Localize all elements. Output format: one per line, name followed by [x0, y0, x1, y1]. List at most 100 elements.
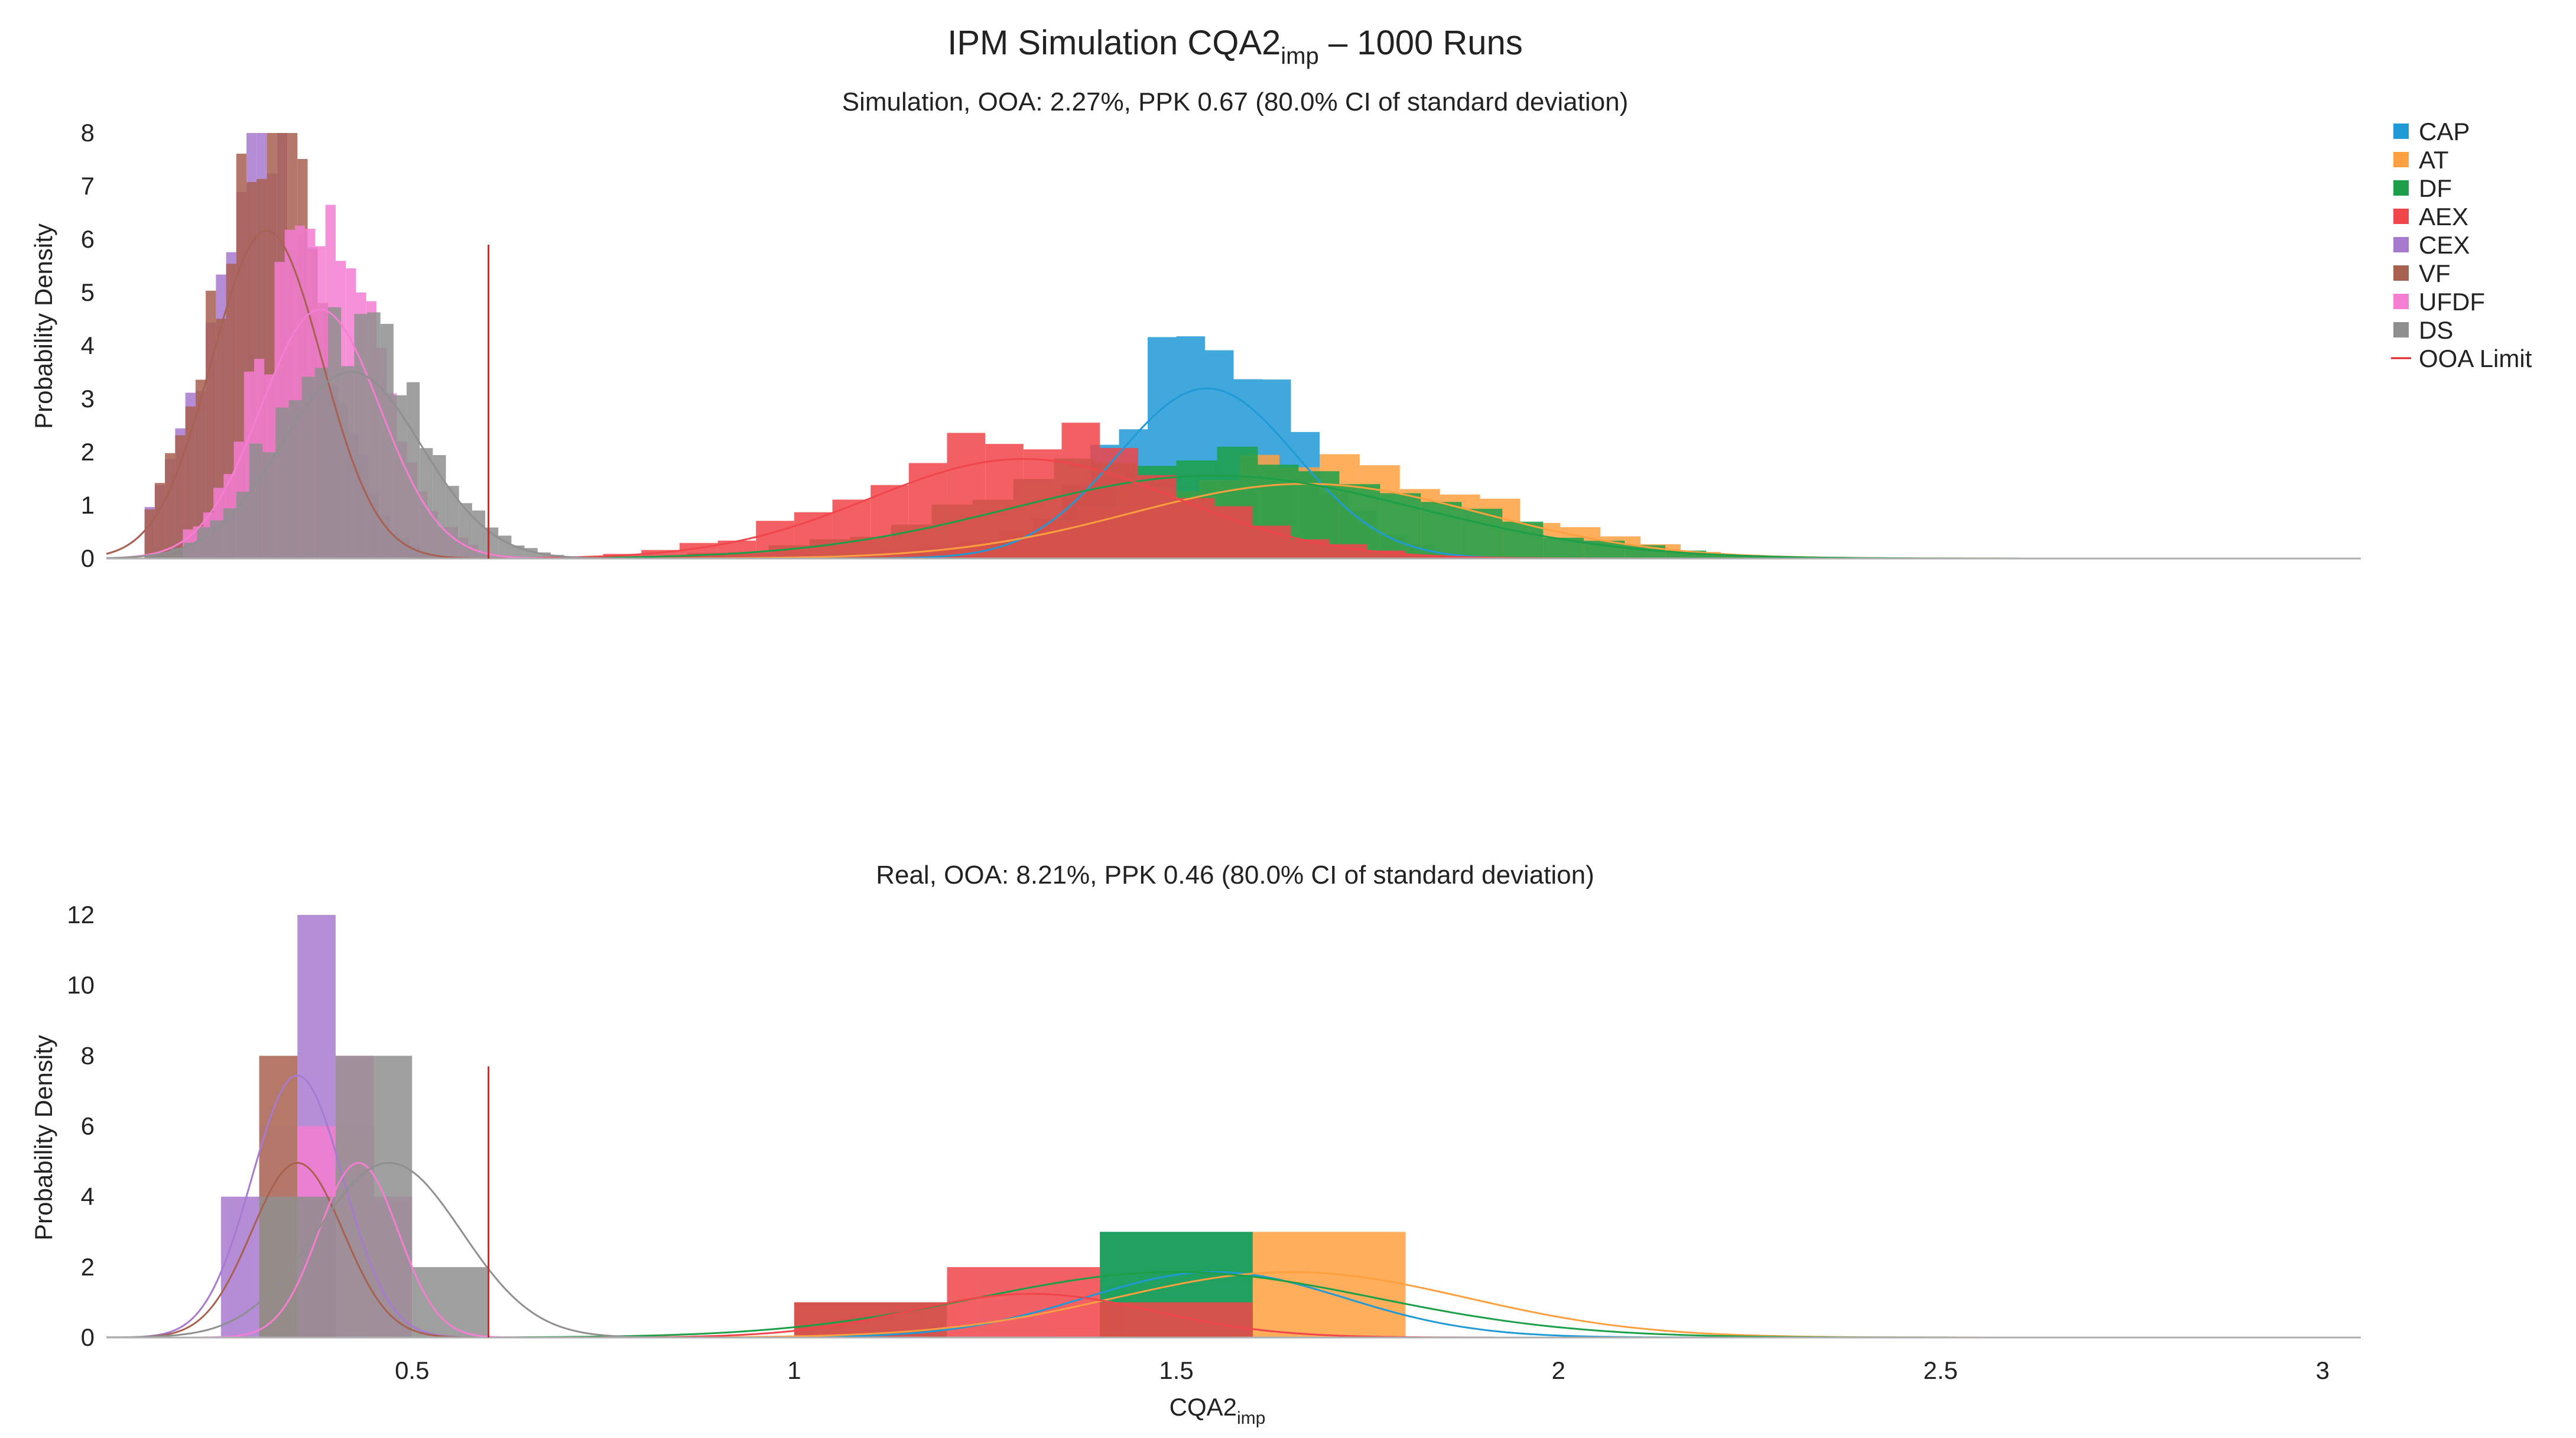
hist-bar [446, 486, 459, 559]
series-ds [144, 307, 577, 559]
hist-bar [1100, 447, 1138, 559]
hist-bar [407, 382, 420, 559]
hist-bar [367, 312, 381, 559]
hist-bar [870, 485, 909, 559]
figure-title: IPM Simulation CQA2imp – 1000 Runs [947, 24, 1523, 69]
subplot-2-title: Real, OOA: 8.21%, PPK 0.46 (80.0% CI of … [876, 861, 1594, 890]
y-tick-label: 8 [81, 1041, 95, 1069]
hist-bar [210, 520, 223, 559]
density-curve-ufdf [106, 309, 589, 560]
hist-bar [262, 452, 276, 559]
hist-bar [144, 554, 158, 559]
hist-bar [223, 508, 236, 559]
density-curve-vf [106, 1161, 504, 1339]
hist-bar [301, 376, 315, 559]
hist-bar [1214, 506, 1253, 559]
y-tick-label: 2 [81, 438, 95, 466]
hist-bar [288, 400, 302, 559]
legend-label-cap: CAP [2419, 118, 2470, 145]
hist-bar [197, 527, 210, 559]
legend-swatch [2393, 294, 2409, 309]
x-tick-label: 2.5 [1924, 1356, 1958, 1384]
legend-swatch [2393, 322, 2409, 337]
y-tick-label: 8 [81, 119, 95, 147]
hist-bar [1380, 493, 1421, 559]
hist-bar [236, 491, 250, 559]
legend-label-vf: VF [2419, 259, 2451, 287]
y-tick-label: 2 [81, 1253, 95, 1281]
x-tick-label: 2 [1551, 1356, 1565, 1384]
subplot-1: 0 1 2 3 4 5 6 7 8 [81, 119, 2361, 572]
x-axis-label: CQA2imp [1170, 1393, 1266, 1428]
subplot-2: 0 2 4 6 8 10 12 0.5 1 1.5 2 2.5 3 [67, 901, 2361, 1384]
hist-bar [459, 503, 472, 559]
hist-bar [832, 499, 871, 559]
legend-label-aex: AEX [2419, 203, 2468, 231]
hist-bar [498, 535, 512, 559]
x-tick-label: 3 [2316, 1356, 2330, 1384]
hist-bar [412, 1267, 489, 1338]
hist-bar [314, 368, 329, 559]
density-curve-ds [106, 371, 668, 560]
hist-bar [1543, 537, 1584, 559]
x-tick-label: 1.5 [1159, 1356, 1193, 1384]
x-tick-label: 1 [787, 1356, 801, 1384]
hist-bar [1176, 498, 1215, 559]
density-curve-vf [106, 229, 515, 560]
legend-label-cex: CEX [2419, 231, 2470, 259]
hist-bar [420, 448, 433, 559]
legend-label-ooa-limit: OOA Limit [2419, 345, 2532, 372]
hist-bar [1138, 475, 1177, 559]
hist-bar [1100, 1302, 1253, 1338]
subplot-1-title: Simulation, OOA: 2.27%, PPK 0.67 (80.0% … [842, 87, 1628, 116]
legend-swatch [2393, 209, 2409, 224]
hist-bar [1252, 1232, 1406, 1338]
y-tick-label: 10 [67, 971, 95, 999]
y-tick-label: 4 [81, 332, 95, 359]
legend-swatch [2393, 152, 2409, 167]
hist-bar [908, 463, 947, 559]
legend-swatch [2393, 265, 2409, 281]
hist-bar [393, 395, 407, 559]
density-curve-ufdf [180, 1161, 538, 1339]
density-curve-ds [106, 1161, 716, 1339]
hist-bar [472, 510, 486, 559]
y-tick-label: 0 [81, 544, 95, 572]
hist-bar [947, 433, 986, 559]
hist-bar [433, 455, 446, 559]
hist-bar [328, 307, 342, 559]
hist-bar [154, 483, 165, 559]
hist-bar [175, 435, 186, 559]
hist-bar [165, 453, 176, 559]
hist-bar [1291, 539, 1330, 559]
y-tick-label: 12 [67, 901, 95, 929]
y-tick-label: 6 [81, 1112, 95, 1140]
legend-label-ds: DS [2419, 316, 2453, 344]
hist-bar [1252, 525, 1291, 559]
y-tick-label: 6 [81, 225, 95, 253]
hist-bar [275, 407, 289, 559]
y-tick-label: 0 [81, 1323, 95, 1351]
legend-swatch [2393, 180, 2409, 196]
hist-bar [1405, 555, 1444, 559]
y-tick-label: 7 [81, 172, 95, 200]
legend-label-df: DF [2419, 174, 2452, 202]
hist-bar [537, 552, 551, 559]
hist-bar [249, 443, 263, 559]
hist-bar [1502, 521, 1544, 559]
hist-bar [157, 552, 171, 559]
y-tick-label: 4 [81, 1183, 95, 1210]
hist-bar [1061, 423, 1100, 559]
hist-bar [380, 323, 394, 559]
series-aex [794, 1267, 1253, 1338]
hist-bar [341, 366, 355, 559]
y-tick-label: 3 [81, 385, 95, 413]
legend-swatch [2393, 237, 2409, 252]
legend-label-ufdf: UFDF [2419, 288, 2485, 316]
legend-swatch [2393, 124, 2409, 139]
subplot-1-ylabel: Probability Density [30, 223, 57, 429]
hist-bar [1706, 554, 1747, 559]
hist-bar [185, 406, 196, 559]
